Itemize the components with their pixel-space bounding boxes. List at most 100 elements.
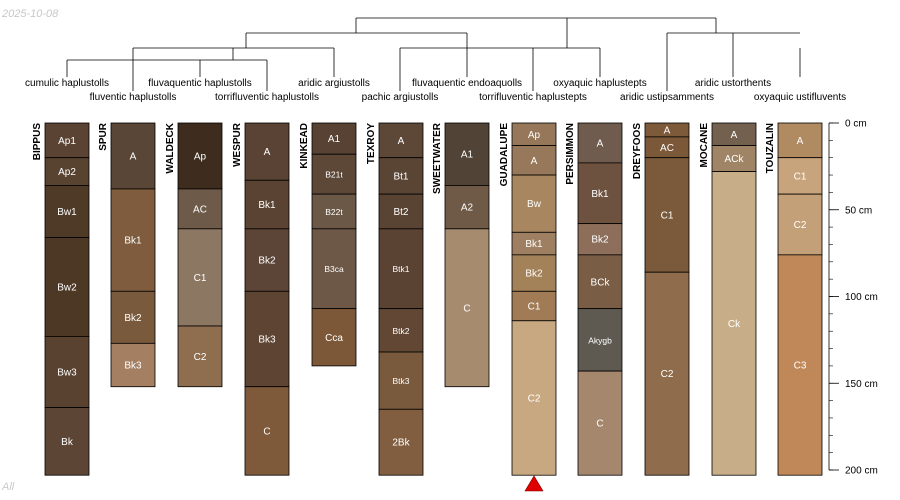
profile-kinkead: KINKEAD A1 B21t B22t B3ca Cca	[299, 122, 357, 367]
horizon-b3ca	[311, 228, 357, 310]
horizon-bt1	[378, 157, 424, 195]
depth-axis: 0 cm 50 cm 100 cm 150 cm 200 cm	[828, 119, 878, 477]
horizon-bk3	[110, 342, 156, 388]
horizon-bk2	[577, 223, 623, 256]
horizon-bw3	[44, 336, 90, 408]
horizon-ap2	[44, 157, 90, 186]
horizon-a1	[444, 122, 490, 186]
horizon-label: C1	[194, 273, 207, 284]
horizon-label: Bk1	[258, 200, 276, 211]
horizon-label: A	[731, 130, 738, 141]
profile-dreyfoos: DREYFOOS A AC C1 C2	[632, 122, 690, 476]
horizon-label: Bk1	[591, 189, 609, 200]
horizon-a	[577, 122, 623, 164]
horizon-c2	[511, 320, 557, 476]
horizon-label: Bk2	[525, 269, 543, 280]
taxon-label-persimmon: oxyaquic haplustepts	[553, 78, 646, 89]
axis-tick-label: 0 cm	[845, 119, 867, 130]
horizon-c2	[777, 193, 823, 256]
horizon-c2	[644, 271, 690, 476]
horizon-label: C3	[794, 361, 807, 372]
profile-wespur: WESPUR A Bk1 Bk2 Bk3 C	[232, 122, 290, 476]
profile-name: GUADALUPE	[499, 123, 510, 187]
horizon-ac	[177, 188, 223, 230]
horizon-b21t	[311, 153, 357, 195]
horizon-bk1	[577, 162, 623, 225]
horizon-bw2	[44, 237, 90, 337]
horizon-label: Bw1	[57, 207, 77, 218]
horizon-2bk	[378, 408, 424, 476]
horizon-bck	[577, 254, 623, 310]
horizon-btk2	[378, 308, 424, 353]
horizon-label: Bk1	[525, 239, 543, 250]
profile-name: MOCANE	[699, 123, 710, 168]
profile-name: TOUZALIN	[765, 123, 776, 173]
horizon-label: C2	[794, 220, 807, 231]
profile-guadalupe: GUADALUPE Ap A Bw Bk1 Bk2 C1 C2	[499, 122, 557, 476]
horizon-c	[577, 370, 623, 476]
horizon-ap	[177, 122, 223, 190]
profile-bippus: BIPPUS Ap1 Ap2 Bw1 Bw2 Bw3 Bk	[32, 122, 90, 476]
horizon-label: Bt1	[393, 171, 408, 182]
horizon-label: C	[463, 303, 470, 314]
horizon-label: Bk2	[258, 256, 276, 267]
horizon-bk2	[511, 254, 557, 292]
taxon-label-waldeck: fluvaquentic haplustolls	[148, 78, 251, 89]
taxon-label-dreyfoos: aridic ustipsamments	[620, 92, 714, 103]
horizon-label: A2	[461, 203, 474, 214]
axis-tick-label: 100 cm	[845, 292, 878, 303]
horizon-label: A	[664, 125, 671, 136]
horizon-label: Btk2	[392, 326, 409, 336]
profile-spur: SPUR A Bk1 Bk2 Bk3	[98, 122, 156, 388]
horizon-ap1	[44, 122, 90, 159]
horizon-bk	[44, 407, 90, 476]
horizon-a	[110, 122, 156, 190]
profile-name: SWEETWATER	[432, 122, 443, 194]
horizon-label: Bk3	[124, 361, 142, 372]
horizon-a	[511, 145, 557, 176]
horizon-label: C1	[794, 171, 807, 182]
profiles: BIPPUS Ap1 Ap2 Bw1 Bw2 Bw3 Bk SPUR A Bk1 Bk2 Bk3 WAL…	[32, 122, 823, 476]
horizon-akygb	[577, 308, 623, 372]
triangle-marker-icon	[524, 475, 544, 492]
horizon-label: Bk	[61, 437, 74, 448]
horizon-label: Bw3	[57, 367, 77, 378]
taxon-label-wespur: torrifluventic haplustolls	[215, 92, 319, 103]
horizon-label: B21t	[325, 170, 343, 180]
horizon-c1	[644, 157, 690, 273]
taxon-label-mocane: aridic ustorthents	[695, 78, 771, 89]
taxon-label-bippus: cumulic haplustolls	[25, 78, 109, 89]
horizon-label: Bw	[527, 199, 542, 210]
horizon-bt2	[378, 193, 424, 230]
horizon-label: A	[797, 136, 804, 147]
selected-profile-marker	[524, 475, 544, 492]
horizon-label: C1	[661, 210, 674, 221]
horizon-label: Btk1	[392, 264, 409, 274]
dendrogram	[66, 17, 801, 91]
horizon-ck	[711, 171, 757, 476]
date-label: 2025-10-08	[2, 8, 59, 20]
horizon-a	[777, 122, 823, 159]
taxon-label-sweetwater: fluvaquentic endoaquolls	[412, 78, 522, 89]
horizon-btk3	[378, 351, 424, 410]
horizon-label: C2	[661, 369, 674, 380]
profile-texroy: TEXROY A Bt1 Bt2 Btk1 Btk2 Btk3 2Bk	[366, 122, 424, 476]
horizon-label: A1	[328, 134, 341, 145]
profile-name: DREYFOOS	[632, 123, 643, 179]
horizon-label: Ap2	[58, 167, 76, 178]
horizon-label: ACk	[725, 154, 745, 165]
horizon-a	[244, 122, 290, 181]
horizon-c1	[511, 290, 557, 322]
horizon-label: Btk3	[392, 376, 409, 386]
taxon-labels: cumulic haplustolls fluventic haplustolls…	[25, 78, 846, 103]
profile-mocane: MOCANE A ACk Ck	[699, 122, 757, 476]
horizon-label: 2Bk	[392, 438, 410, 449]
horizon-c1	[777, 157, 823, 195]
taxon-label-guadalupe: torrifluventic haplustepts	[479, 92, 587, 103]
horizon-a2	[444, 185, 490, 230]
horizon-label: A	[264, 147, 271, 158]
horizon-label: Akygb	[588, 335, 612, 345]
horizon-label: C1	[528, 302, 541, 313]
profile-name: KINKEAD	[299, 123, 310, 169]
